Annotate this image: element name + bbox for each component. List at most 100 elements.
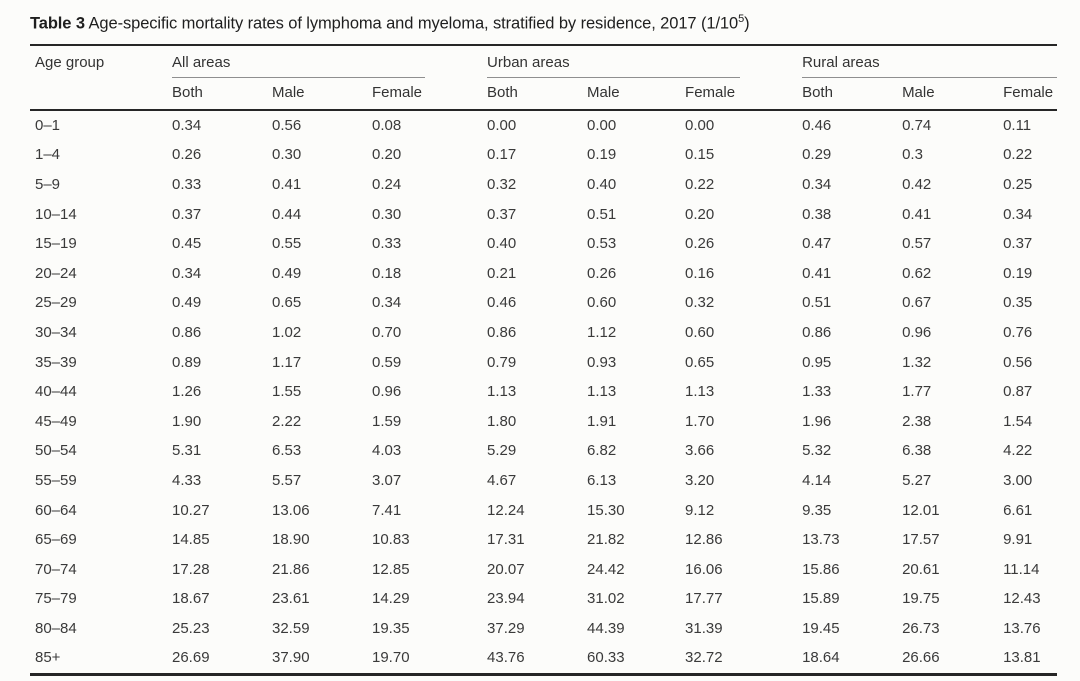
table-row: 45–49 1.90 2.22 1.59 1.80 1.91 1.70 1.96 2.38 1.5…: [30, 406, 1057, 436]
rate-cell-all-female: 19.70: [367, 643, 483, 676]
rate-cell-all-female: 0.24: [372, 175, 402, 193]
rate-cell-urban-both: 0.86: [487, 323, 517, 341]
rate-cell-urban-female: 0.16: [685, 264, 715, 282]
rate-cell-all-both: 0.49: [172, 294, 202, 312]
rate-cell-all-both: 18.67: [172, 590, 210, 608]
rate-cell-rural-both: 15.86: [802, 560, 840, 578]
rate-cell-rural-female: 0.35: [1003, 294, 1033, 312]
rate-cell-all-both: 0.45: [172, 235, 202, 253]
rate-cell-urban-male: 0.26: [587, 264, 617, 282]
table-row: 60–64 10.27 13.06 7.41 12.24 15.30 9.12 9.35 12.…: [30, 495, 1057, 525]
rate-cell-rural-female: 4.22: [1003, 442, 1033, 460]
rate-cell-all-male: 6.53: [272, 442, 302, 460]
rate-cell-urban-female: 0.60: [685, 323, 715, 341]
rate-cell-all-male: 1.02: [272, 323, 302, 341]
age-group-cell: 85+: [30, 643, 167, 676]
column-group-all-areas: All areas: [167, 45, 482, 78]
rate-cell-urban-male: 21.82: [587, 531, 625, 549]
table-row: 15–19 0.45 0.55 0.33 0.40 0.53 0.26 0.47 0.57 0.3…: [30, 229, 1057, 259]
rate-cell-rural-female: 0.76: [1003, 323, 1033, 341]
rate-cell-all-female: 4.03: [372, 442, 402, 460]
rate-cell-all-male: 23.61: [272, 590, 310, 608]
rate-cell-all-female: 1.59: [372, 412, 402, 430]
age-group-cell: 40–44: [35, 383, 77, 401]
table-row: 20–24 0.34 0.49 0.18 0.21 0.26 0.16 0.41 0.62 0.1…: [30, 258, 1057, 288]
rate-cell-all-female: 19.35: [372, 619, 410, 637]
rate-cell-urban-male: 60.33: [582, 643, 681, 676]
rate-cell-urban-both: 0.32: [487, 175, 517, 193]
rate-cell-urban-male: 31.02: [587, 590, 625, 608]
rate-cell-rural-female: 3.00: [1003, 471, 1033, 489]
rate-cell-urban-both: 0.46: [487, 294, 517, 312]
rate-cell-rural-male: 0.62: [902, 264, 932, 282]
rate-cell-urban-female: 1.70: [685, 412, 715, 430]
rate-cell-rural-both: 0.51: [802, 294, 832, 312]
rate-cell-all-female: 3.07: [372, 471, 402, 489]
column-header-urban-female: Female: [680, 77, 798, 111]
rate-cell-urban-both: 12.24: [487, 501, 525, 519]
group-label-all-areas: All areas: [172, 54, 426, 78]
rate-cell-urban-male: 6.13: [587, 471, 617, 489]
group-header-row: Age group All areas Urban areas Rural ar…: [30, 44, 1058, 111]
column-header-rural-female: Female: [998, 77, 1058, 111]
rate-cell-urban-both: 5.29: [487, 442, 517, 460]
rate-cell-all-both: 0.34: [172, 116, 202, 134]
rate-cell-urban-both: 17.31: [487, 531, 525, 549]
column-header-urban-male: Male: [582, 77, 681, 111]
rate-cell-urban-male: 1.91: [587, 412, 617, 430]
rate-cell-all-both: 26.69: [167, 643, 267, 676]
rate-cell-rural-both: 18.64: [797, 643, 898, 676]
rate-cell-urban-both: 0.37: [487, 205, 517, 223]
rate-cell-all-both: 25.23: [172, 619, 210, 637]
age-group-cell: 20–24: [35, 264, 77, 282]
table-row: 10–14 0.37 0.44 0.30 0.37 0.51 0.20 0.38 0.41 0.3…: [30, 199, 1057, 229]
age-group-cell: 30–34: [35, 323, 77, 341]
rate-cell-rural-male: 0.42: [902, 175, 932, 193]
rate-cell-all-female: 0.08: [372, 116, 402, 134]
rate-cell-rural-male: 6.38: [902, 442, 932, 460]
rate-cell-urban-male: 24.42: [587, 560, 625, 578]
rate-cell-all-both: 4.33: [172, 471, 202, 489]
rate-cell-rural-both: 1.33: [802, 383, 832, 401]
rate-cell-rural-both: 9.35: [802, 501, 832, 519]
age-group-cell: 70–74: [35, 560, 77, 578]
rate-cell-rural-female: 12.43: [1003, 590, 1041, 608]
rate-cell-urban-female: 0.26: [685, 235, 715, 253]
rate-cell-urban-male: 0.00: [587, 116, 617, 134]
rate-cell-urban-both: 37.29: [487, 619, 525, 637]
rate-cell-urban-both: 4.67: [487, 471, 517, 489]
rate-cell-urban-female: 0.20: [685, 205, 715, 223]
rate-cell-all-both: 0.26: [172, 146, 202, 164]
rate-cell-all-male: 18.90: [272, 531, 310, 549]
age-group-cell: 15–19: [35, 235, 77, 253]
rate-cell-rural-male: 2.38: [902, 412, 932, 430]
rate-cell-all-female: 12.85: [372, 560, 410, 578]
rate-cell-all-both: 0.86: [172, 323, 202, 341]
table-body: 0–1 0.34 0.56 0.08 0.00 0.00 0.00 0.46 0.74 0.11 1…: [30, 110, 1058, 676]
rate-cell-all-female: 7.41: [372, 501, 402, 519]
rate-cell-urban-both: 0.40: [487, 235, 517, 253]
rate-cell-urban-both: 0.00: [487, 116, 517, 134]
table-caption-text: Age-specific mortality rates of lymphoma…: [84, 14, 739, 33]
column-header-all-male: Male: [267, 77, 367, 111]
rate-cell-rural-both: 0.86: [802, 323, 832, 341]
table-row: 75–79 18.67 23.61 14.29 23.94 31.02 17.77 15.89…: [30, 584, 1057, 614]
table-caption: Table 3 Age-specific mortality rates of …: [30, 0, 1057, 44]
rate-cell-rural-male: 1.77: [902, 383, 932, 401]
rate-cell-urban-male: 1.12: [587, 323, 617, 341]
rate-cell-all-female: 0.34: [372, 294, 402, 312]
table-header: Age group All areas Urban areas Rural ar…: [30, 44, 1058, 111]
rate-cell-rural-male: 0.41: [902, 205, 932, 223]
rate-cell-urban-male: 0.53: [587, 235, 617, 253]
rate-cell-all-female: 0.33: [372, 235, 402, 253]
rate-cell-rural-both: 15.89: [802, 590, 840, 608]
rate-cell-all-female: 10.83: [372, 531, 410, 549]
rate-cell-all-both: 5.31: [172, 442, 202, 460]
rate-cell-rural-both: 0.41: [802, 264, 832, 282]
rate-cell-urban-male: 0.93: [587, 353, 617, 371]
rate-cell-all-male: 37.90: [267, 643, 367, 676]
rate-cell-all-female: 0.96: [372, 383, 402, 401]
rate-cell-all-both: 17.28: [172, 560, 210, 578]
rate-cell-rural-both: 0.34: [802, 175, 832, 193]
